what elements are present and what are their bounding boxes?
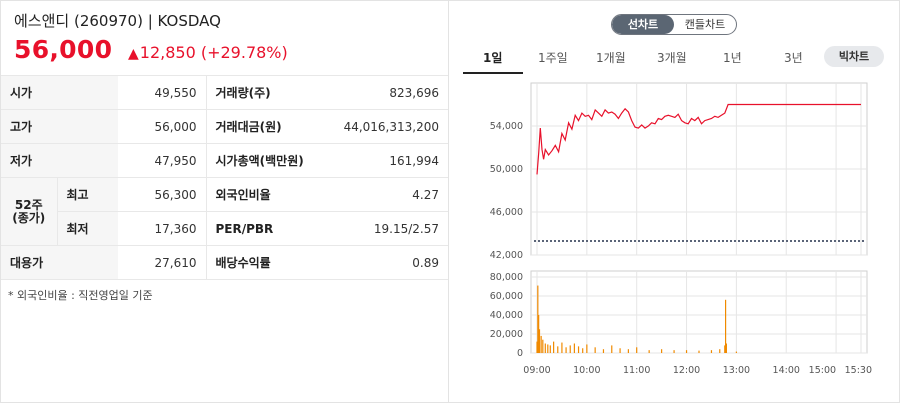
up-triangle-icon: ▲ xyxy=(128,46,139,62)
time-tick-label: 12:00 xyxy=(673,365,700,376)
tab-1-day[interactable]: 1일 xyxy=(483,51,503,65)
time-axis: 09:00 10:00 11:00 12:00 13:00 14:00 15:00 15:30 xyxy=(523,365,872,376)
price-change: ▲12,850 (+29.78%) xyxy=(128,43,288,62)
price-line xyxy=(536,103,861,175)
period-tabs: 1일 1주일 1개월 3개월 1년 3년 빅차트 xyxy=(463,45,899,75)
substitute-price-value: 27,610 xyxy=(118,245,206,280)
intraday-chart: 42,000 46,000 50,000 54,000 0 20,000 40,000 60… xyxy=(490,82,872,376)
week52-label-text: 52주 (종가) xyxy=(12,197,46,225)
price-tick-label: 50,000 xyxy=(490,164,523,175)
time-tick-label: 14:00 xyxy=(773,365,800,376)
volume-axis: 0 20,000 40,000 60,000 80,000 xyxy=(490,272,523,359)
table-row: 시가 49,550 거래량(주) 823,696 xyxy=(1,75,448,110)
foreign-ratio-label: 외국인비율 xyxy=(205,177,316,212)
volume-tick-label: 80,000 xyxy=(490,272,523,283)
stock-title: 에스앤디 (260970) | KOSDAQ xyxy=(14,12,221,30)
volume-tick-label: 20,000 xyxy=(490,329,523,340)
amount-value: 44,016,313,200 xyxy=(316,109,448,144)
dividend-yield-label: 배당수익률 xyxy=(205,245,316,280)
volume-plot-frame xyxy=(530,270,868,354)
candle-chart-button[interactable]: 캔들차트 xyxy=(684,18,726,31)
market-cap-value: 161,994 xyxy=(316,143,448,178)
volume-value: 823,696 xyxy=(316,75,448,110)
time-tick-label: 09:00 xyxy=(523,365,550,376)
time-tick-label: 11:00 xyxy=(623,365,650,376)
open-label: 시가 xyxy=(1,75,118,110)
week52-low-label: 최저 xyxy=(56,211,118,246)
low-value: 47,950 xyxy=(118,143,206,178)
time-tick-label: 10:00 xyxy=(573,365,600,376)
market-cap-label: 시가총액(백만원) xyxy=(205,143,316,178)
chart-panel: 선차트 캔들차트 1일 1주일 1개월 3개월 1년 3년 빅차트 42,000… xyxy=(448,0,900,403)
price-tick-label: 46,000 xyxy=(490,207,523,218)
quote-panel: 에스앤디 (260970) | KOSDAQ 56,000 ▲12,850 (+… xyxy=(0,0,448,403)
per-pbr-value: 19.15/2.57 xyxy=(316,211,448,246)
price-change-text: 12,850 (+29.78%) xyxy=(139,43,288,62)
big-chart-button[interactable]: 빅차트 xyxy=(824,46,884,67)
volume-bars xyxy=(536,285,737,353)
tab-1-month[interactable]: 1개월 xyxy=(596,51,626,65)
time-tick-label: 13:00 xyxy=(723,365,750,376)
tab-1-year[interactable]: 1년 xyxy=(723,51,742,65)
week52-low-value: 17,360 xyxy=(118,211,206,246)
line-chart-button[interactable]: 선차트 xyxy=(612,15,674,34)
volume-tick-label: 40,000 xyxy=(490,310,523,321)
current-price: 56,000 xyxy=(14,35,113,64)
table-row: 고가 56,000 거래대금(원) 44,016,313,200 xyxy=(1,109,448,144)
table-row: 52주 (종가) 최고 56,300 외국인비율 4.27 xyxy=(1,177,448,246)
open-value: 49,550 xyxy=(118,75,206,110)
dividend-yield-value: 0.89 xyxy=(316,245,448,280)
week52-label: 52주 (종가) xyxy=(1,177,57,246)
week52-high-label: 최고 xyxy=(56,177,118,212)
volume-label: 거래량(주) xyxy=(205,75,316,110)
grid xyxy=(531,83,867,354)
price-tick-label: 42,000 xyxy=(490,250,523,261)
substitute-price-label: 대용가 xyxy=(1,245,118,280)
tab-3-month[interactable]: 3개월 xyxy=(657,51,687,65)
per-pbr-label: PER/PBR xyxy=(205,211,316,246)
tab-3-year[interactable]: 3년 xyxy=(784,51,803,65)
tab-1-week[interactable]: 1주일 xyxy=(538,51,568,65)
active-tab-indicator xyxy=(463,72,523,74)
amount-label: 거래대금(원) xyxy=(205,109,316,144)
foreign-ratio-value: 4.27 xyxy=(316,177,448,212)
price-tick-label: 54,000 xyxy=(490,121,523,132)
table-row: 최저 17,360 PER/PBR 19.15/2.57 xyxy=(1,211,448,246)
high-value: 56,000 xyxy=(118,109,206,144)
table-row: 저가 47,950 시가총액(백만원) 161,994 xyxy=(1,143,448,178)
price-axis: 42,000 46,000 50,000 54,000 xyxy=(490,121,523,261)
low-label: 저가 xyxy=(1,143,118,178)
volume-tick-label: 60,000 xyxy=(490,291,523,302)
time-tick-label: 15:30 xyxy=(845,365,872,376)
week52-high-value: 56,300 xyxy=(118,177,206,212)
chart-type-toggle[interactable]: 선차트 캔들차트 xyxy=(611,14,737,35)
high-label: 고가 xyxy=(1,109,118,144)
table-row: 대용가 27,610 배당수익률 0.89 xyxy=(1,245,448,280)
footnote: * 외국인비율 : 직전영업일 기준 xyxy=(8,289,153,302)
time-tick-label: 15:00 xyxy=(809,365,836,376)
quote-table: 시가 49,550 거래량(주) 823,696 고가 56,000 거래대금(… xyxy=(1,75,448,280)
volume-tick-label: 0 xyxy=(517,348,523,359)
